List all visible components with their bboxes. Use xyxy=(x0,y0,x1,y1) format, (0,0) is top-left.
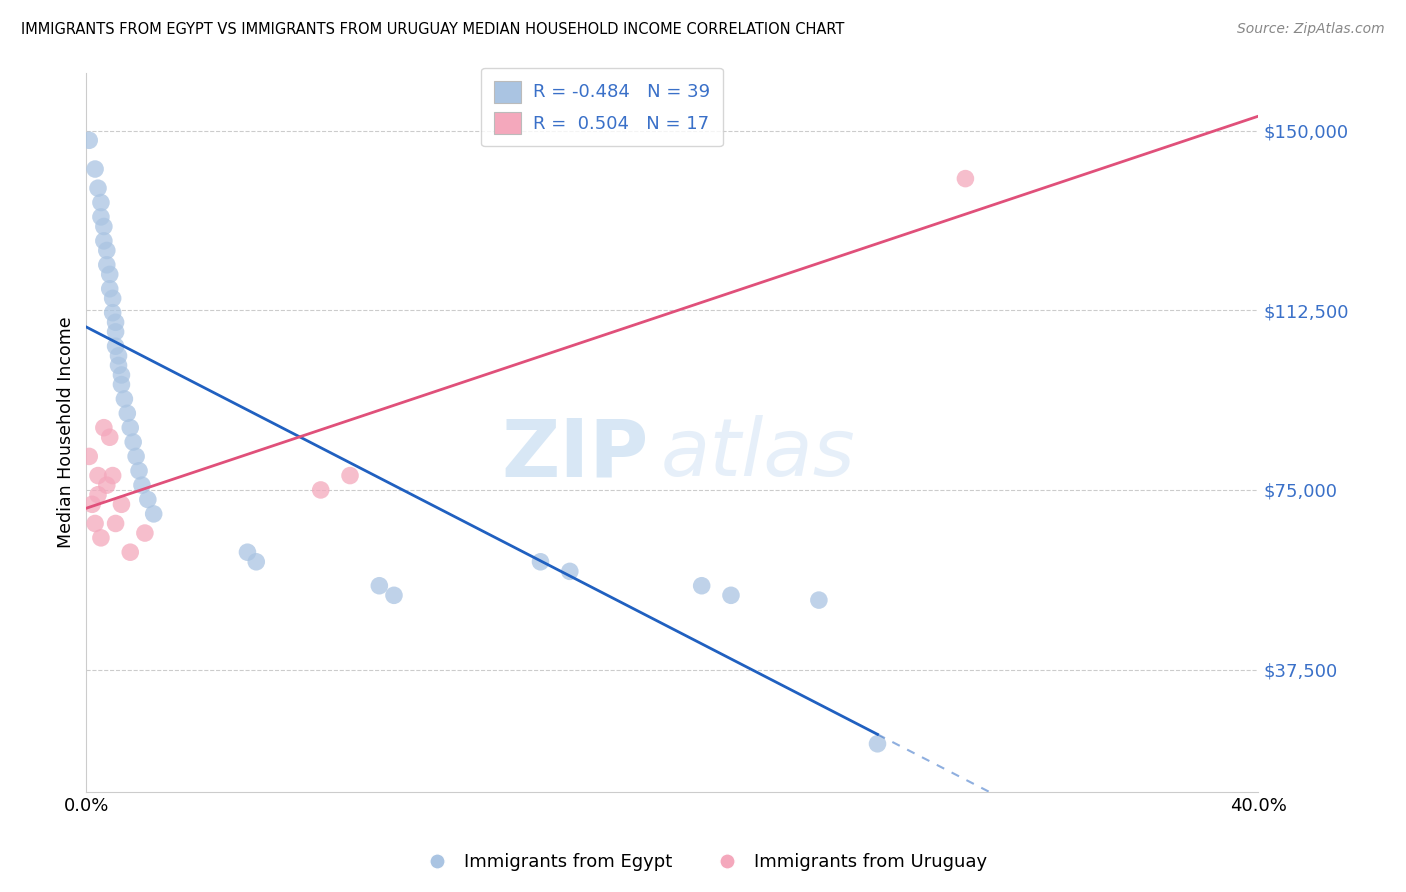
Point xyxy=(245,555,267,569)
Point xyxy=(82,497,104,511)
Point xyxy=(84,516,107,531)
Point xyxy=(236,545,259,559)
Point xyxy=(98,268,121,282)
Point xyxy=(93,219,115,234)
Point xyxy=(87,181,110,195)
Point xyxy=(90,531,112,545)
Point xyxy=(96,478,118,492)
Point xyxy=(87,488,110,502)
Point xyxy=(101,306,124,320)
Point xyxy=(120,545,142,559)
Point xyxy=(136,492,159,507)
Point xyxy=(93,234,115,248)
Point xyxy=(690,579,713,593)
Point xyxy=(101,468,124,483)
Point xyxy=(339,468,361,483)
Point xyxy=(125,450,148,464)
Point xyxy=(134,526,156,541)
Point xyxy=(84,161,107,176)
Point xyxy=(101,291,124,305)
Point xyxy=(98,282,121,296)
Point xyxy=(93,420,115,434)
Point xyxy=(96,258,118,272)
Text: Source: ZipAtlas.com: Source: ZipAtlas.com xyxy=(1237,22,1385,37)
Point xyxy=(96,244,118,258)
Point xyxy=(98,430,121,444)
Text: IMMIGRANTS FROM EGYPT VS IMMIGRANTS FROM URUGUAY MEDIAN HOUSEHOLD INCOME CORRELA: IMMIGRANTS FROM EGYPT VS IMMIGRANTS FROM… xyxy=(21,22,845,37)
Point xyxy=(90,210,112,224)
Point xyxy=(112,392,135,406)
Point xyxy=(77,133,100,147)
Point xyxy=(558,565,581,579)
Point xyxy=(866,737,889,751)
Point xyxy=(110,377,132,392)
Point xyxy=(720,588,742,602)
Point xyxy=(104,516,127,531)
Legend: R = -0.484   N = 39, R =  0.504   N = 17: R = -0.484 N = 39, R = 0.504 N = 17 xyxy=(481,68,723,146)
Y-axis label: Median Household Income: Median Household Income xyxy=(58,317,75,549)
Point xyxy=(110,497,132,511)
Point xyxy=(128,464,150,478)
Point xyxy=(107,349,129,363)
Point xyxy=(807,593,830,607)
Point xyxy=(110,368,132,382)
Point xyxy=(131,478,153,492)
Point xyxy=(90,195,112,210)
Point xyxy=(309,483,332,497)
Text: ZIP: ZIP xyxy=(502,415,650,493)
Legend: Immigrants from Egypt, Immigrants from Uruguay: Immigrants from Egypt, Immigrants from U… xyxy=(412,847,994,879)
Point xyxy=(104,339,127,353)
Point xyxy=(368,579,391,593)
Point xyxy=(122,435,145,450)
Text: atlas: atlas xyxy=(661,415,855,493)
Point xyxy=(955,171,977,186)
Point xyxy=(107,359,129,373)
Point xyxy=(104,325,127,339)
Point xyxy=(77,450,100,464)
Point xyxy=(529,555,551,569)
Point xyxy=(382,588,405,602)
Point xyxy=(104,315,127,329)
Point xyxy=(117,406,139,420)
Point xyxy=(142,507,165,521)
Point xyxy=(120,420,142,434)
Point xyxy=(87,468,110,483)
